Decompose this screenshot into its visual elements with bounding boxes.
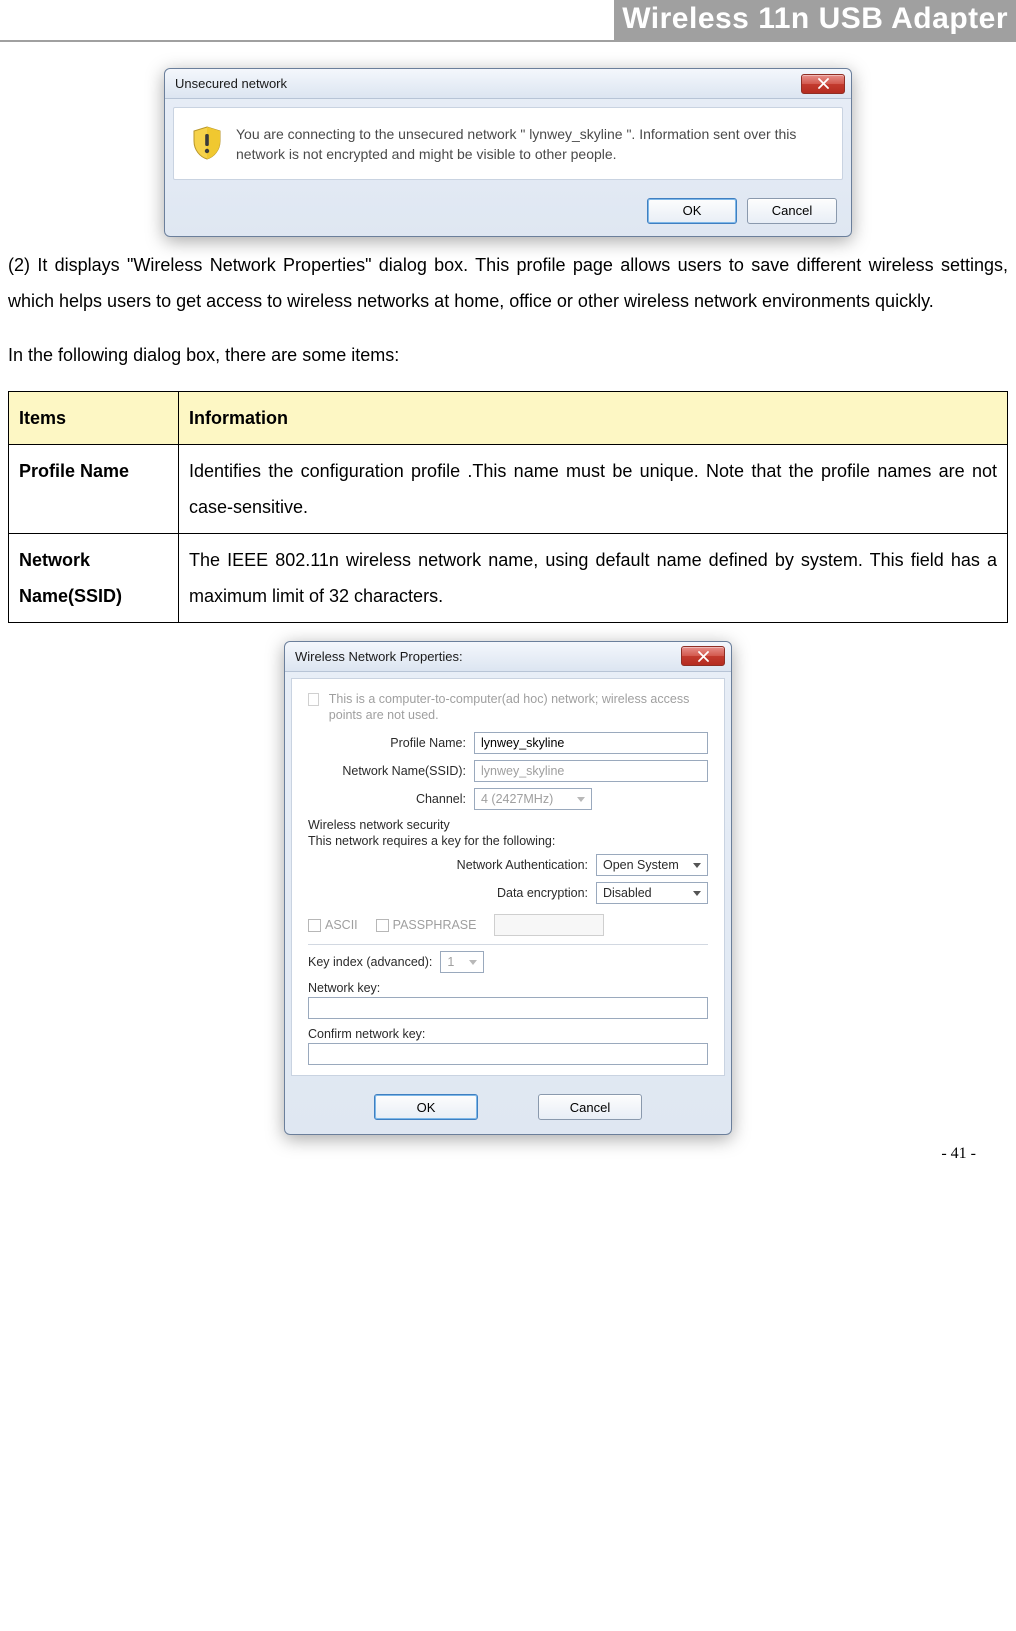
table-item-cell: Profile Name: [9, 444, 179, 533]
table-info-cell: Identifies the configuration profile .Th…: [179, 444, 1008, 533]
close-button[interactable]: [801, 74, 845, 94]
page-title: Wireless 11n USB Adapter: [614, 0, 1016, 40]
separator: [308, 944, 708, 945]
adhoc-checkbox[interactable]: [308, 693, 319, 706]
ok-button[interactable]: OK: [374, 1094, 478, 1120]
channel-label: Channel:: [308, 792, 466, 806]
profile-name-label: Profile Name:: [308, 736, 466, 750]
table-row: Network Name(SSID) The IEEE 802.11n wire…: [9, 533, 1008, 622]
items-table: Items Information Profile Name Identifie…: [8, 391, 1008, 623]
paragraph-intro: (2) It displays "Wireless Network Proper…: [0, 247, 1016, 319]
page-header: Wireless 11n USB Adapter: [0, 0, 1016, 42]
adhoc-note: This is a computer-to-computer(ad hoc) n…: [329, 691, 708, 725]
dialog-titlebar: Unsecured network: [165, 69, 851, 99]
cancel-button[interactable]: Cancel: [747, 198, 837, 224]
confirm-key-input[interactable]: [308, 1043, 708, 1065]
key-index-select: 1: [440, 951, 484, 973]
dialog-title: Unsecured network: [175, 76, 801, 91]
security-section-title: Wireless network security: [308, 818, 708, 832]
table-item-cell: Network Name(SSID): [9, 533, 179, 622]
ok-button[interactable]: OK: [647, 198, 737, 224]
wireless-properties-dialog: Wireless Network Properties: This is a c…: [284, 641, 732, 1136]
channel-value: 4 (2427MHz): [481, 792, 553, 806]
network-key-input[interactable]: [308, 997, 708, 1019]
table-row: Profile Name Identifies the configuratio…: [9, 444, 1008, 533]
confirm-key-label: Confirm network key:: [308, 1027, 708, 1041]
table-info-cell: The IEEE 802.11n wireless network name, …: [179, 533, 1008, 622]
profile-name-input[interactable]: [474, 732, 708, 754]
key-index-value: 1: [447, 955, 454, 969]
dialog-title: Wireless Network Properties:: [295, 649, 681, 664]
table-header-information: Information: [179, 391, 1008, 444]
paragraph-lead: In the following dialog box, there are s…: [0, 337, 1016, 373]
auth-select[interactable]: Open System: [596, 854, 708, 876]
dialog-message: You are connecting to the unsecured netw…: [236, 124, 824, 165]
ssid-label: Network Name(SSID):: [308, 764, 466, 778]
channel-select: 4 (2427MHz): [474, 788, 592, 810]
ssid-input: [474, 760, 708, 782]
page-number: - 41 -: [941, 1145, 976, 1163]
key-index-label: Key index (advanced):: [308, 955, 432, 969]
ascii-checkbox[interactable]: [308, 919, 321, 932]
passphrase-input: [494, 914, 604, 936]
close-button[interactable]: [681, 646, 725, 666]
cancel-button[interactable]: Cancel: [538, 1094, 642, 1120]
passphrase-label: PASSPHRASE: [393, 918, 477, 932]
passphrase-checkbox[interactable]: [376, 919, 389, 932]
auth-value: Open System: [603, 858, 679, 872]
encryption-label: Data encryption:: [497, 886, 588, 900]
close-icon: [818, 78, 829, 89]
auth-label: Network Authentication:: [457, 858, 588, 872]
network-key-label: Network key:: [308, 981, 708, 995]
ascii-label: ASCII: [325, 918, 358, 932]
encryption-select[interactable]: Disabled: [596, 882, 708, 904]
close-icon: [698, 651, 709, 662]
security-note: This network requires a key for the foll…: [308, 834, 708, 848]
dialog-titlebar: Wireless Network Properties:: [285, 642, 731, 672]
unsecured-network-dialog: Unsecured network: [164, 68, 852, 237]
encryption-value: Disabled: [603, 886, 652, 900]
shield-warning-icon: [192, 126, 222, 160]
table-header-items: Items: [9, 391, 179, 444]
